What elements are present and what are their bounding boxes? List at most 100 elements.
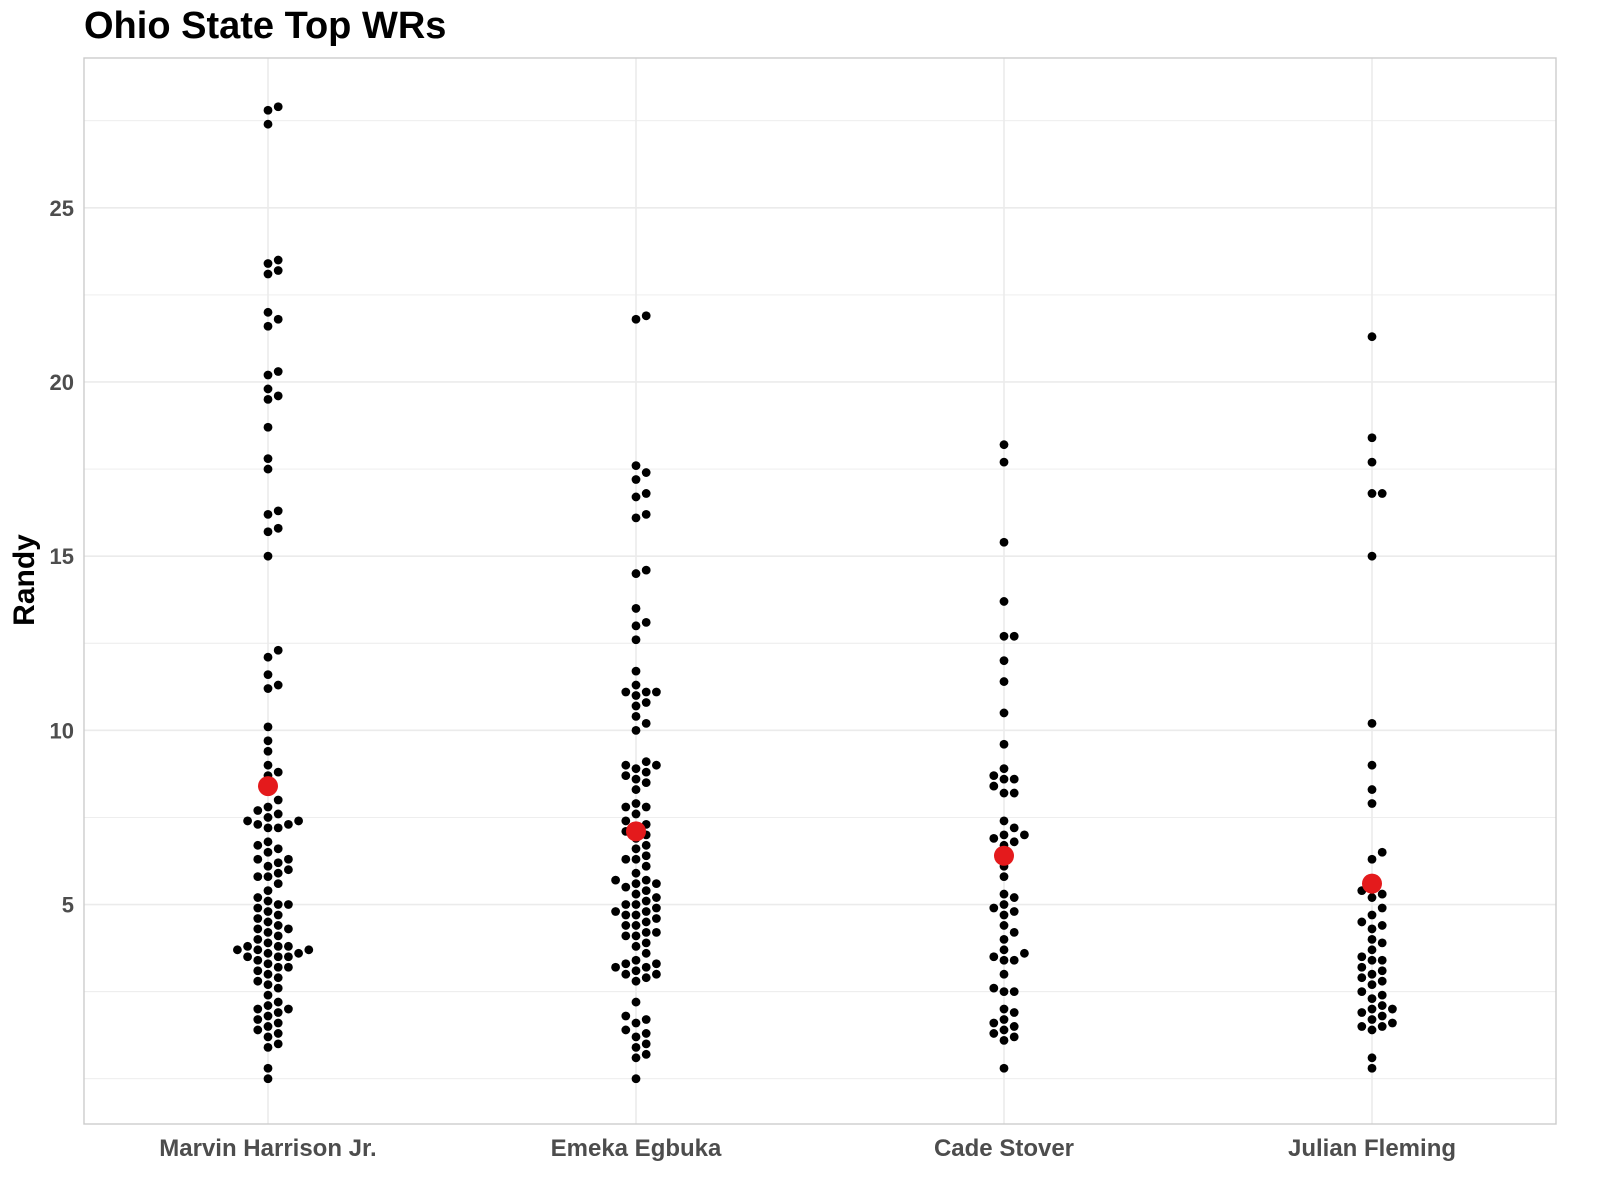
data-point xyxy=(1020,948,1029,958)
data-point xyxy=(263,422,273,432)
data-point xyxy=(999,739,1009,749)
data-point xyxy=(641,851,651,861)
data-point xyxy=(999,969,1009,979)
data-point xyxy=(631,889,641,899)
data-point xyxy=(621,882,631,892)
data-point xyxy=(621,816,631,826)
data-point xyxy=(641,617,651,627)
data-point xyxy=(263,927,273,937)
data-point xyxy=(1367,799,1377,808)
y-tick-label: 20 xyxy=(50,370,74,395)
data-point xyxy=(284,865,293,875)
data-point xyxy=(1357,952,1367,962)
data-point xyxy=(989,1029,999,1038)
data-point xyxy=(631,1042,641,1052)
data-point xyxy=(631,900,641,909)
data-point xyxy=(273,767,283,777)
data-point xyxy=(999,788,1009,798)
data-point xyxy=(641,962,651,972)
mean-point xyxy=(626,821,646,842)
data-point xyxy=(263,105,273,115)
data-point xyxy=(631,712,641,721)
data-point xyxy=(1377,976,1387,986)
data-point xyxy=(631,868,641,878)
data-point xyxy=(631,621,641,631)
data-point xyxy=(263,259,273,268)
data-point xyxy=(263,722,273,732)
data-point xyxy=(263,1032,273,1042)
data-point xyxy=(253,1004,263,1014)
data-point xyxy=(263,872,273,882)
data-point xyxy=(1367,457,1377,467)
data-point xyxy=(253,934,263,944)
data-point xyxy=(652,927,661,937)
data-point xyxy=(631,604,641,613)
data-point xyxy=(641,840,651,850)
data-point xyxy=(253,854,263,864)
data-point xyxy=(611,907,620,916)
data-point xyxy=(1367,433,1377,443)
data-point xyxy=(253,1025,263,1035)
data-point xyxy=(999,774,1009,784)
data-point xyxy=(631,955,641,965)
data-point xyxy=(263,969,273,979)
data-point xyxy=(1377,847,1387,857)
data-point xyxy=(641,973,651,983)
data-point xyxy=(641,767,651,777)
data-point xyxy=(273,506,283,516)
data-point xyxy=(1367,994,1377,1003)
data-point xyxy=(243,816,253,826)
data-point xyxy=(253,966,263,976)
data-point xyxy=(631,513,641,523)
data-point xyxy=(999,955,1009,965)
x-tick-label: Marvin Harrison Jr. xyxy=(159,1135,376,1162)
data-point xyxy=(273,523,283,533)
data-point xyxy=(989,781,999,791)
data-point xyxy=(631,680,641,690)
data-point xyxy=(641,757,651,767)
data-point xyxy=(631,799,641,808)
data-point xyxy=(641,1029,651,1038)
data-point xyxy=(641,886,651,895)
data-point xyxy=(641,927,651,937)
data-point xyxy=(284,820,293,829)
data-point xyxy=(263,847,273,857)
data-point xyxy=(641,1049,651,1059)
data-point xyxy=(263,652,273,662)
data-point xyxy=(989,952,999,962)
data-point xyxy=(999,934,1009,944)
data-point xyxy=(263,813,273,822)
panel-border xyxy=(83,57,1557,1125)
data-point xyxy=(631,774,641,784)
data-point xyxy=(273,941,283,951)
data-point xyxy=(631,666,641,676)
data-point xyxy=(652,969,661,979)
data-point xyxy=(1009,987,1019,997)
grid-lines xyxy=(84,58,1556,1124)
data-point xyxy=(273,809,283,819)
data-point xyxy=(1009,1008,1019,1017)
data-point xyxy=(1367,969,1377,979)
data-point xyxy=(263,269,273,279)
data-point xyxy=(631,941,641,951)
data-point xyxy=(1377,966,1387,976)
data-point xyxy=(999,764,1009,774)
data-point xyxy=(641,509,651,519)
data-point xyxy=(641,468,651,477)
data-point xyxy=(1009,823,1019,833)
data-point xyxy=(273,680,283,690)
data-point xyxy=(999,816,1009,826)
data-point xyxy=(1009,774,1019,784)
data-point xyxy=(999,910,1009,920)
data-point xyxy=(641,489,651,498)
data-point xyxy=(263,1011,273,1021)
data-point xyxy=(253,893,263,902)
data-point xyxy=(631,910,641,920)
data-point xyxy=(631,461,641,470)
data-point xyxy=(631,809,641,819)
data-point xyxy=(273,983,283,993)
data-point xyxy=(1357,962,1367,972)
data-point xyxy=(263,746,273,756)
data-point xyxy=(999,597,1009,606)
data-point xyxy=(263,384,273,394)
